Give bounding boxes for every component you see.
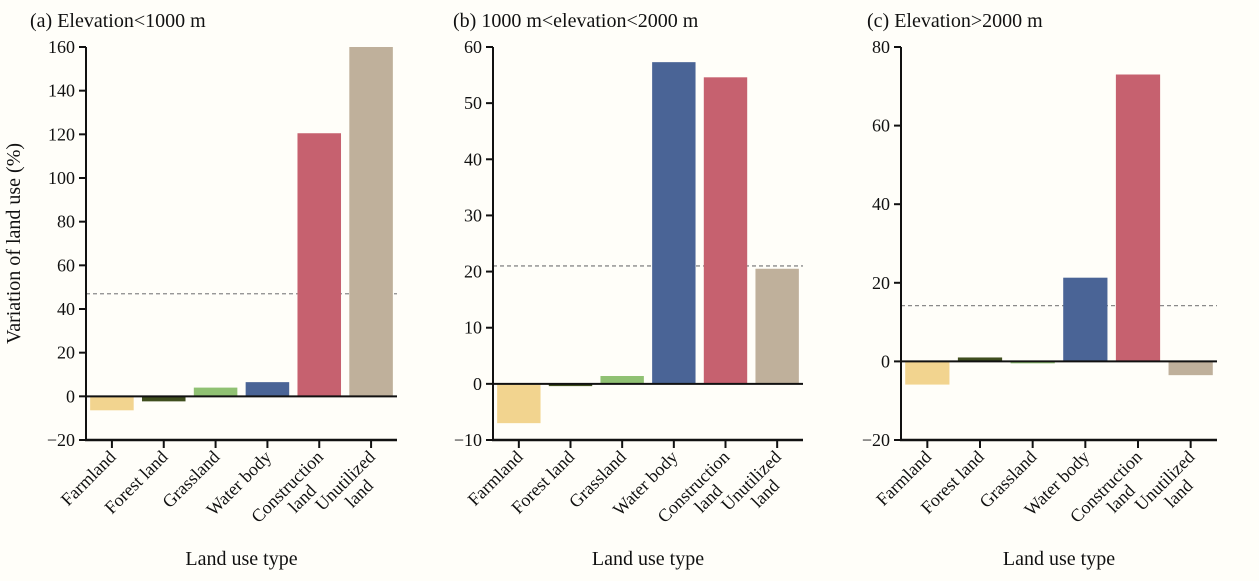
bar-forest-land	[548, 383, 593, 387]
bar-construction-land	[297, 133, 342, 397]
bar-water-body	[245, 382, 290, 397]
y-tick-label: 140	[48, 81, 75, 101]
y-tick-label: 20	[872, 273, 890, 293]
y-tick-label: 60	[57, 255, 75, 275]
bar-unutilized-land	[755, 268, 799, 384]
bar-construction-land	[1115, 74, 1161, 362]
y-tick-label: 60	[872, 116, 890, 136]
y-tick-label: 120	[48, 124, 75, 144]
y-tick-label: 0	[66, 386, 75, 406]
y-tick-label: 40	[464, 149, 482, 169]
y-tick-label: −10	[454, 430, 482, 450]
bar-farmland	[90, 396, 134, 411]
bar-farmland	[905, 361, 950, 385]
y-tick-label: 50	[464, 93, 482, 113]
y-tick-label: 80	[872, 37, 890, 57]
y-tick-label: 60	[464, 37, 482, 57]
x-axis-title: Land use type	[185, 548, 297, 570]
plot-title: (b) 1000 m<elevation<2000 m	[453, 10, 699, 32]
y-tick-label: 30	[464, 205, 482, 225]
bar-unutilized-land	[1168, 361, 1213, 376]
plot-title: (a) Elevation<1000 m	[30, 10, 206, 32]
bar-grassland	[600, 375, 644, 384]
bar-forest-land	[141, 396, 186, 402]
y-tick-label: −20	[47, 430, 75, 450]
bar-grassland	[193, 387, 238, 397]
bar-unutilized-land	[349, 47, 393, 397]
bar-construction-land	[703, 77, 748, 384]
y-tick-label: −20	[862, 430, 890, 450]
y-tick-label: 40	[872, 194, 890, 214]
x-axis-title: Land use type	[1003, 548, 1115, 570]
y-tick-label: 0	[881, 351, 890, 371]
y-tick-label: 20	[464, 262, 482, 282]
y-tick-label: 20	[57, 343, 75, 363]
x-axis-title: Land use type	[592, 548, 704, 570]
y-tick-label: 160	[48, 37, 75, 57]
y-tick-label: 0	[473, 374, 482, 394]
bar-farmland	[497, 383, 541, 424]
y-axis-title: Variation of land use (%)	[3, 143, 25, 344]
y-tick-label: 10	[464, 318, 482, 338]
y-tick-label: 80	[57, 212, 75, 232]
plot-title: (c) Elevation>2000 m	[867, 10, 1043, 32]
y-tick-label: 40	[57, 299, 75, 319]
bar-forest-land	[957, 357, 1003, 362]
y-tick-label: 100	[48, 168, 75, 188]
bar-water-body	[1063, 277, 1108, 362]
bar-water-body	[652, 62, 696, 384]
